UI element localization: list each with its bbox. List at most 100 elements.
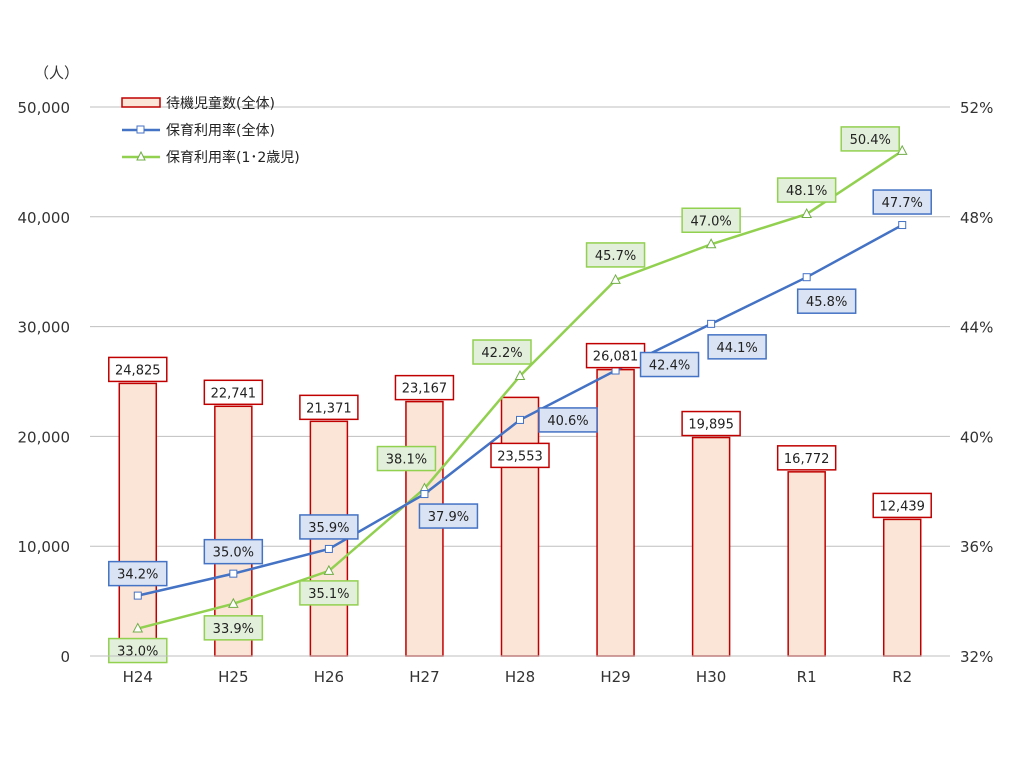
x-tick-label: H28 xyxy=(505,668,535,686)
rate-total-label: 44.1% xyxy=(716,341,757,356)
bar-data-label-box xyxy=(585,342,646,369)
y-right-tick-label: 36% xyxy=(960,538,993,556)
y-right-tick-label: 52% xyxy=(960,99,993,117)
legend-label-line-12: 保育利用率(1･2歳児) xyxy=(166,149,300,166)
y-left-tick-label: 50,000 xyxy=(18,99,71,117)
bar-data-label: 22,741 xyxy=(211,386,257,401)
x-tick-label: H30 xyxy=(696,668,726,686)
square-marker xyxy=(707,319,716,328)
bar xyxy=(596,368,635,657)
rate-12-label: 48.1% xyxy=(786,184,827,199)
x-tick-label: H29 xyxy=(600,668,630,686)
rate-total-label-box xyxy=(108,560,168,587)
rate-12-label: 38.1% xyxy=(386,453,427,468)
legend: 待機児童数(全体) 保育利用率(全体) 保育利用率(1･2歳児) xyxy=(121,95,300,166)
legend-label-bar: 待機児童数(全体) xyxy=(166,95,275,112)
rate-12-label: 42.2% xyxy=(481,346,522,361)
triangle-marker xyxy=(323,564,335,575)
bar-data-label: 19,895 xyxy=(688,418,734,433)
triangle-marker xyxy=(514,369,526,381)
rate-total-label-box xyxy=(639,351,700,378)
bar-data-label: 24,825 xyxy=(115,363,161,378)
bar-data-label-box xyxy=(681,410,741,437)
bar-data-label-box xyxy=(299,394,359,421)
rate-total-label: 45.8% xyxy=(806,295,847,310)
bar xyxy=(214,405,253,657)
bar-data-label-box xyxy=(108,356,168,383)
rate-12-label-box xyxy=(299,580,359,606)
y-right-tick-label: 48% xyxy=(960,209,993,227)
rate-total-label: 47.7% xyxy=(882,196,923,211)
bar-data-label-box xyxy=(490,442,550,469)
y-left-tick-label: 10,000 xyxy=(18,538,71,556)
x-tick-label: H24 xyxy=(123,668,153,686)
rate-12-label: 50.4% xyxy=(850,133,891,148)
bar xyxy=(118,382,158,657)
y-left-unit-label: （人） xyxy=(34,64,79,82)
legend-label-line-total: 保育利用率(全体) xyxy=(166,122,275,139)
triangle-marker xyxy=(610,273,621,284)
x-tick-label: R2 xyxy=(892,668,912,686)
rate-12-label: 45.7% xyxy=(595,249,636,264)
bar-data-label-box xyxy=(203,379,264,406)
rate-total-label-box xyxy=(796,288,857,314)
y-left-tick-label: 30,000 xyxy=(18,319,71,337)
data-labels: 24,825 22,741 21,371 23,167 23,553 26,081 19,8… xyxy=(108,126,932,664)
square-marker xyxy=(420,490,429,499)
rate-12-label: 35.1% xyxy=(308,587,349,602)
square-marker xyxy=(516,415,524,424)
x-tick-label: H25 xyxy=(218,668,248,686)
rate-12-label: 33.0% xyxy=(117,645,158,660)
square-marker xyxy=(229,569,238,578)
bar-data-label-box xyxy=(872,492,932,519)
legend-square-marker-icon xyxy=(136,125,145,134)
rate-total-label: 37.9% xyxy=(428,510,469,525)
y-right-tick-label: 40% xyxy=(960,428,993,446)
rate-total-label: 35.0% xyxy=(213,546,254,561)
y-right-tick-label: 32% xyxy=(960,648,993,666)
x-tick-label: H27 xyxy=(409,668,439,686)
bar xyxy=(691,436,731,657)
bar xyxy=(882,518,922,657)
y-left-tick-label: 20,000 xyxy=(18,428,71,446)
rate-total-label: 35.9% xyxy=(308,521,349,536)
rate-12-label-box xyxy=(681,207,741,233)
y-left-tick-label: 0 xyxy=(60,648,70,666)
rate-total-label: 34.2% xyxy=(117,568,158,583)
bar-data-label: 23,167 xyxy=(402,382,448,397)
bar-data-label: 12,439 xyxy=(879,499,925,514)
square-marker xyxy=(324,544,333,553)
rate-12-label: 47.0% xyxy=(690,214,731,229)
square-marker xyxy=(802,273,811,282)
square-marker xyxy=(133,591,142,600)
rate-12-label: 33.9% xyxy=(213,622,254,637)
y-right-tick-label: 44% xyxy=(960,319,993,337)
x-tick-label: R1 xyxy=(797,668,817,686)
rate-total-label-box xyxy=(538,407,598,433)
rate-12-label-box xyxy=(108,637,168,664)
bar xyxy=(787,471,826,657)
axes: 0 32% 10,000 36% 20,000 40% 30,000 44% 40,000 48%… xyxy=(18,99,994,686)
bar-data-label: 23,553 xyxy=(497,449,543,464)
y-left-tick-label: 40,000 xyxy=(18,209,71,227)
rate-total-label-box xyxy=(872,189,932,215)
bar-data-label-box xyxy=(776,445,837,471)
x-tick-label: H26 xyxy=(314,668,344,686)
rate-total-label: 40.6% xyxy=(547,414,588,429)
rate-12-label-box xyxy=(840,126,900,152)
rate-total-label: 42.4% xyxy=(649,359,690,374)
rate-total-label-box xyxy=(203,538,264,565)
bar-data-label: 16,772 xyxy=(784,452,830,467)
rate-12-label-box xyxy=(776,177,837,203)
bar-data-label-box xyxy=(394,374,455,401)
legend-swatch-bar xyxy=(121,97,161,108)
line-series xyxy=(132,144,908,633)
bar-data-label: 26,081 xyxy=(593,350,639,365)
bar-data-label: 21,371 xyxy=(306,401,352,416)
triangle-marker xyxy=(705,238,717,249)
square-marker xyxy=(898,221,907,230)
triangle-marker xyxy=(132,622,144,633)
rate-total-label-box xyxy=(299,514,359,540)
rate-12-label-box xyxy=(376,445,437,472)
